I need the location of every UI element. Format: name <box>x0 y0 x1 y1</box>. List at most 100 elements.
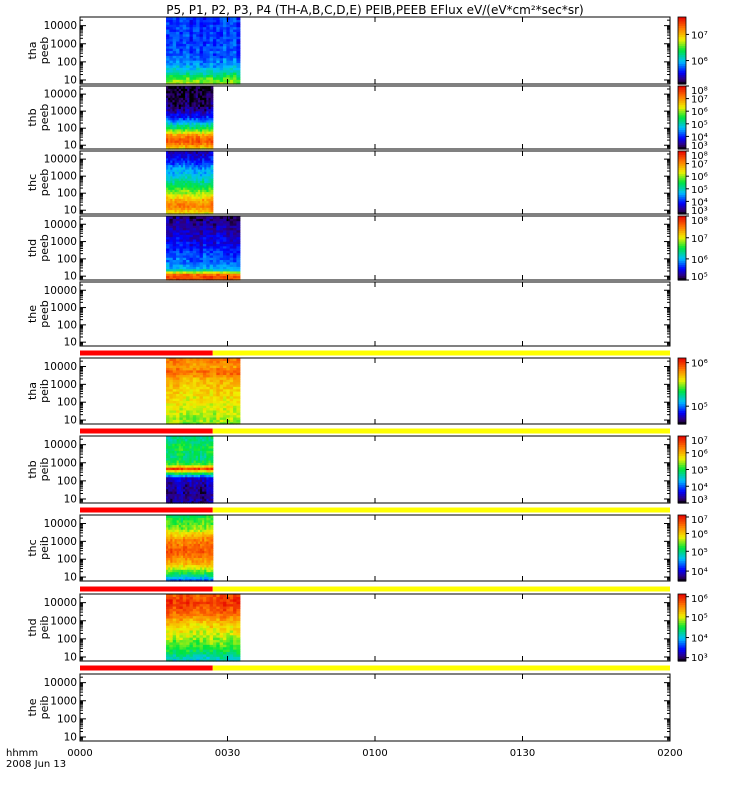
spectrogram-cell <box>187 110 190 114</box>
spectrogram-cell <box>229 270 234 274</box>
spectrogram-cell <box>176 250 181 254</box>
spectrogram-cell <box>189 236 194 240</box>
spectrogram-cell <box>223 386 227 390</box>
spectrogram-cell <box>166 464 169 468</box>
spectrogram-cell <box>192 81 197 85</box>
spectrogram-cell <box>166 388 170 392</box>
spectrogram-cell <box>202 106 205 110</box>
colorbar-cell <box>678 59 686 63</box>
spectrogram-cell <box>168 115 171 119</box>
spectrogram-cell <box>183 113 186 116</box>
spectrogram-cell <box>226 243 231 247</box>
spectrogram-cell <box>236 76 241 80</box>
spectrogram-cell <box>193 474 197 478</box>
spectrogram-cell <box>226 360 231 364</box>
spectrogram-cell <box>180 559 184 563</box>
spectrogram-cell <box>172 467 176 471</box>
spectrogram-cell <box>174 498 178 502</box>
spectrogram-cell <box>202 86 205 89</box>
spectrogram-cell <box>172 474 176 478</box>
spectrogram-cell <box>199 50 204 54</box>
spectrogram-cell <box>233 64 238 68</box>
spectrogram-cell <box>170 187 174 190</box>
spectrogram-cell <box>206 270 211 274</box>
spectrogram-cell <box>206 440 210 444</box>
spectrogram-cell <box>197 198 201 202</box>
spectrogram-cell <box>174 488 178 492</box>
spectrogram-cell <box>170 202 174 206</box>
spectrogram-cell <box>185 569 188 573</box>
y-tick-label: 1000 <box>50 38 77 50</box>
spectrogram-cell <box>178 440 182 444</box>
spectrogram-cell <box>196 225 201 229</box>
spectrogram-cell <box>166 557 169 561</box>
spectrogram-cell <box>210 126 214 130</box>
spectrogram-cell <box>176 69 181 73</box>
colorbar-tick-label: 10⁵ <box>691 466 708 477</box>
spectrogram-cell <box>199 234 204 238</box>
spectrogram-cell <box>193 171 197 175</box>
spectrogram-cell <box>179 254 184 258</box>
spectrogram-cell <box>199 369 204 373</box>
spectrogram-cell <box>176 464 180 468</box>
spectrogram-cell <box>197 529 201 533</box>
spectrogram-cell <box>206 160 210 163</box>
colorbar-cell <box>678 138 686 142</box>
spectrogram-cell <box>172 146 176 150</box>
spectrogram-cell <box>197 526 201 530</box>
spectrogram-cell <box>174 464 178 468</box>
spectrogram-cell <box>216 374 221 378</box>
spectrogram-cell <box>179 241 184 245</box>
spectrogram-cell <box>208 117 212 121</box>
spectrogram-cell <box>182 236 187 240</box>
spectrogram-cell <box>166 126 169 130</box>
spectrogram-cell <box>229 386 234 390</box>
colorbar-tick-label: 10⁸ <box>691 86 708 97</box>
spectrogram-cell <box>202 491 205 495</box>
spectrogram-cell <box>178 104 182 107</box>
spectrogram-cell <box>169 50 174 54</box>
spectrogram-cell <box>204 104 207 107</box>
spectrogram-cell <box>236 277 241 281</box>
spectrogram-cell <box>210 97 214 101</box>
spectrogram-cell <box>166 275 170 279</box>
spectrogram-cell <box>208 457 212 461</box>
spectrogram-cell <box>196 398 201 402</box>
spectrogram-cell <box>183 540 186 544</box>
spectrogram-cell <box>226 362 231 366</box>
spectrogram-cell <box>179 273 184 277</box>
spectrogram-cell <box>186 374 191 378</box>
spectrogram-cell <box>169 234 174 238</box>
spectrogram-cell <box>223 407 227 411</box>
spectrogram-cell <box>202 374 207 378</box>
spectrogram-cell <box>172 38 177 42</box>
spectrogram-cell <box>200 211 203 215</box>
spectrogram-cell <box>197 126 201 130</box>
spectrogram-cell <box>176 115 180 119</box>
spectrogram-cell <box>202 202 205 206</box>
spectrogram-cell <box>169 259 174 263</box>
spectrogram-cell <box>233 254 238 258</box>
spectrogram-cell <box>172 270 177 274</box>
spectrogram-cell <box>208 88 212 92</box>
spectrogram-cell <box>200 140 203 143</box>
spectrogram-cell <box>226 69 231 73</box>
spectrogram-cell <box>236 57 241 61</box>
spectrogram-cell <box>226 405 231 409</box>
spectrogram-cell <box>168 209 171 213</box>
spectrogram-cell <box>197 104 201 107</box>
spectrogram-cell <box>200 95 203 98</box>
spectrogram-cell <box>208 459 212 463</box>
spectrogram-cell <box>176 409 181 413</box>
spectrogram-cell <box>226 72 231 76</box>
spectrogram-cell <box>189 452 193 456</box>
spectrogram-cell <box>193 193 197 197</box>
spectrogram-cell <box>176 72 181 76</box>
spectrogram-cell <box>202 104 205 107</box>
spectrogram-cell <box>204 189 207 193</box>
colorbar-cell <box>678 209 686 213</box>
spectrogram-cell <box>206 374 211 378</box>
panel-probe-label: the <box>26 305 39 323</box>
spectrogram-cell <box>223 270 227 274</box>
spectrogram-cell <box>183 122 186 125</box>
